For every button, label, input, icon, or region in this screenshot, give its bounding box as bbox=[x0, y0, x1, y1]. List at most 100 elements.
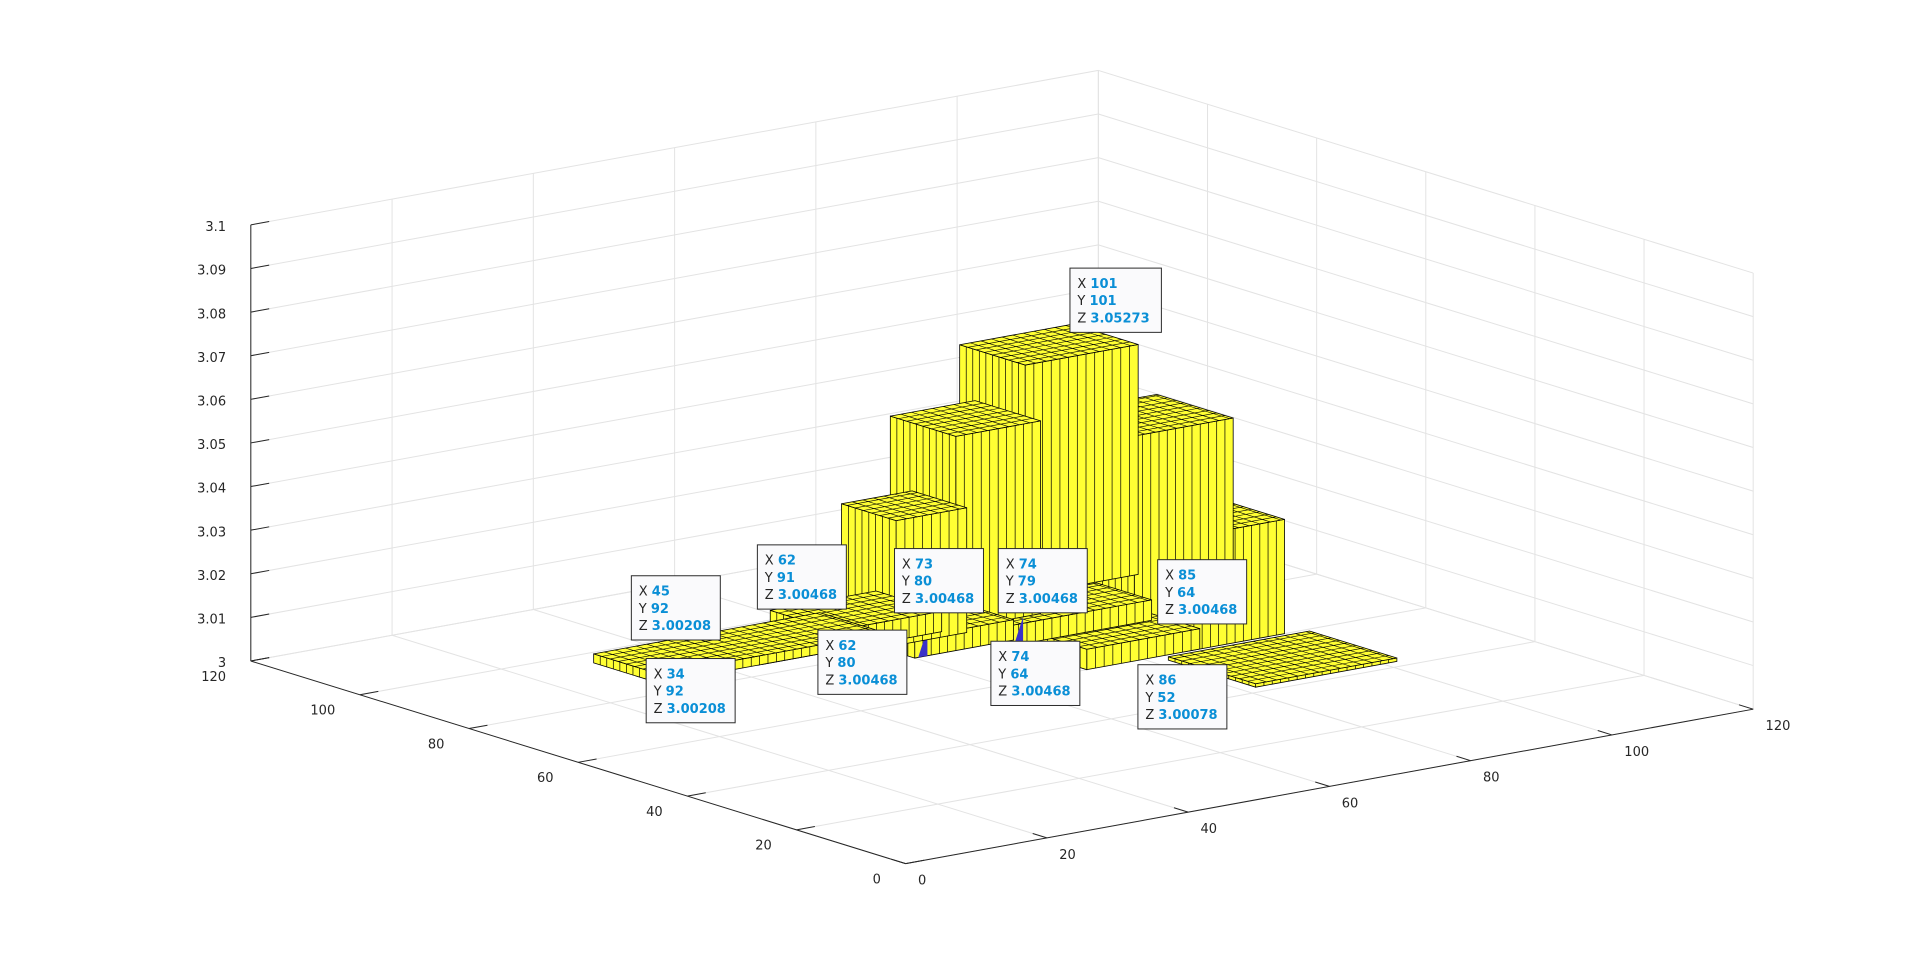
mesh-line bbox=[871, 499, 943, 514]
x-tick-label: 120 bbox=[1766, 719, 1791, 734]
datatip-value: 101 bbox=[1089, 294, 1116, 309]
datatip-value: 3.00468 bbox=[778, 588, 837, 603]
datatip-value: 3.00208 bbox=[667, 702, 726, 717]
x-tick-label: 60 bbox=[1342, 796, 1359, 811]
datatip-value: 3.00468 bbox=[1178, 603, 1237, 618]
grid-wall-z-a-7 bbox=[250, 200, 1099, 357]
mesh-line bbox=[862, 499, 918, 518]
datatip[interactable]: X 73Y 80Z 3.00468 bbox=[894, 548, 984, 614]
z-tick-1 bbox=[250, 613, 270, 618]
mesh-line bbox=[1263, 639, 1352, 667]
mesh-line bbox=[1189, 652, 1277, 681]
datatip-row: X 85 bbox=[1165, 568, 1196, 583]
z-tick-10 bbox=[250, 221, 270, 226]
mesh-line bbox=[863, 497, 935, 511]
datatip-value: 62 bbox=[838, 639, 856, 654]
mesh-line bbox=[1078, 625, 1192, 648]
mesh-line bbox=[1062, 620, 1176, 642]
datatip-key: X bbox=[825, 639, 838, 654]
y-tick-label: 60 bbox=[537, 771, 554, 786]
mesh-line bbox=[1231, 650, 1373, 677]
datatip[interactable]: X 74Y 79Z 3.00468 bbox=[997, 548, 1088, 614]
datatip-key: Z bbox=[1006, 592, 1019, 607]
datatip-value: 52 bbox=[1157, 691, 1175, 706]
y-tick-3 bbox=[578, 758, 597, 763]
datatip-row: Y 80 bbox=[824, 656, 855, 671]
datatip-row: Y 101 bbox=[1076, 294, 1116, 309]
mesh-line bbox=[1016, 341, 1131, 363]
datatip[interactable]: X 62Y 91Z 3.00468 bbox=[756, 544, 847, 610]
datatip-box bbox=[817, 629, 908, 695]
datatip[interactable]: X 45Y 92Z 3.00208 bbox=[630, 575, 721, 641]
datatip-row: Z 3.00468 bbox=[902, 592, 974, 607]
datatip-box bbox=[1157, 559, 1248, 625]
datatip-row: Z 3.00468 bbox=[765, 588, 837, 603]
datatip-key: Z bbox=[825, 673, 838, 688]
z-tick-label: 3.1 bbox=[205, 220, 226, 235]
datatip-value: 85 bbox=[1178, 568, 1196, 583]
mesh-line bbox=[626, 622, 853, 665]
datatip[interactable]: X 86Y 52Z 3.00078 bbox=[1137, 664, 1228, 730]
z-tick-label: 3.08 bbox=[197, 307, 226, 322]
z-tick-3 bbox=[250, 526, 270, 531]
datatip-key: Z bbox=[639, 619, 652, 634]
mesh-line bbox=[1206, 642, 1348, 669]
y-tick-label: 80 bbox=[428, 737, 445, 752]
datatip-box bbox=[645, 658, 736, 724]
datatip-row: Y 64 bbox=[1164, 586, 1195, 601]
datatip-box bbox=[630, 575, 721, 641]
grid-wall-z-a-8 bbox=[250, 157, 1099, 313]
z-tick-4 bbox=[250, 482, 270, 488]
datatip-row: X 34 bbox=[654, 667, 685, 682]
grid-wall-z-b-8 bbox=[1098, 157, 1754, 361]
datatip[interactable]: X 62 Y 80 Z 3.00468 bbox=[817, 629, 908, 695]
datatip-key: Y bbox=[1144, 691, 1157, 706]
mesh-line bbox=[1305, 631, 1394, 659]
x-tick-1 bbox=[1032, 833, 1048, 839]
mesh-line bbox=[1131, 398, 1209, 423]
x-tick-0 bbox=[891, 858, 906, 865]
mesh-line bbox=[914, 407, 1000, 424]
mesh-line bbox=[1093, 583, 1149, 601]
datatip-value: 80 bbox=[837, 656, 855, 671]
mesh-line bbox=[967, 326, 1081, 348]
z-tick-2 bbox=[250, 569, 270, 575]
datatip-row: Y 64 bbox=[997, 667, 1028, 682]
mesh-line bbox=[906, 405, 992, 422]
datatip-key: X bbox=[765, 554, 778, 569]
mesh-line bbox=[1153, 394, 1230, 419]
y-tick-1 bbox=[796, 826, 815, 831]
datatip-value: 92 bbox=[666, 685, 684, 700]
datatip-value: 64 bbox=[1177, 586, 1195, 601]
datatip-key: Y bbox=[901, 575, 914, 590]
mesh-line bbox=[618, 619, 845, 662]
datatip-value: 74 bbox=[1019, 557, 1037, 572]
x-tick-label: 40 bbox=[1201, 822, 1218, 837]
z-tick-5 bbox=[250, 439, 270, 444]
datatip-box bbox=[997, 548, 1088, 614]
z-tick-0 bbox=[250, 657, 270, 662]
datatip[interactable]: X 34Y 92Z 3.00208 bbox=[645, 658, 736, 724]
datatip[interactable]: X 85Y 64Z 3.00468 bbox=[1157, 559, 1248, 625]
mesh-line bbox=[898, 402, 984, 419]
mesh-line bbox=[1210, 648, 1299, 677]
datatip-row: X 45 bbox=[639, 585, 670, 600]
datatip-value: 64 bbox=[1010, 667, 1028, 682]
y-tick-label: 20 bbox=[755, 839, 772, 854]
grid-wall-z-a-3 bbox=[250, 375, 1099, 531]
mesh-line bbox=[1222, 647, 1365, 674]
mesh-line bbox=[1181, 634, 1324, 662]
datatip-key: X bbox=[639, 585, 652, 600]
grid-wall-z-b-4 bbox=[1098, 331, 1754, 536]
datatip-row: Z 3.05273 bbox=[1077, 311, 1149, 326]
datatip-row: Y 80 bbox=[901, 575, 932, 590]
datatip[interactable]: X 74Y 64Z 3.00468 bbox=[990, 640, 1081, 706]
datatip-value: 3.00468 bbox=[838, 673, 897, 688]
x-tick-label: 0 bbox=[918, 874, 926, 889]
mesh-line bbox=[879, 502, 951, 516]
mesh-line bbox=[923, 410, 1008, 427]
datatip-value: 91 bbox=[777, 571, 795, 586]
